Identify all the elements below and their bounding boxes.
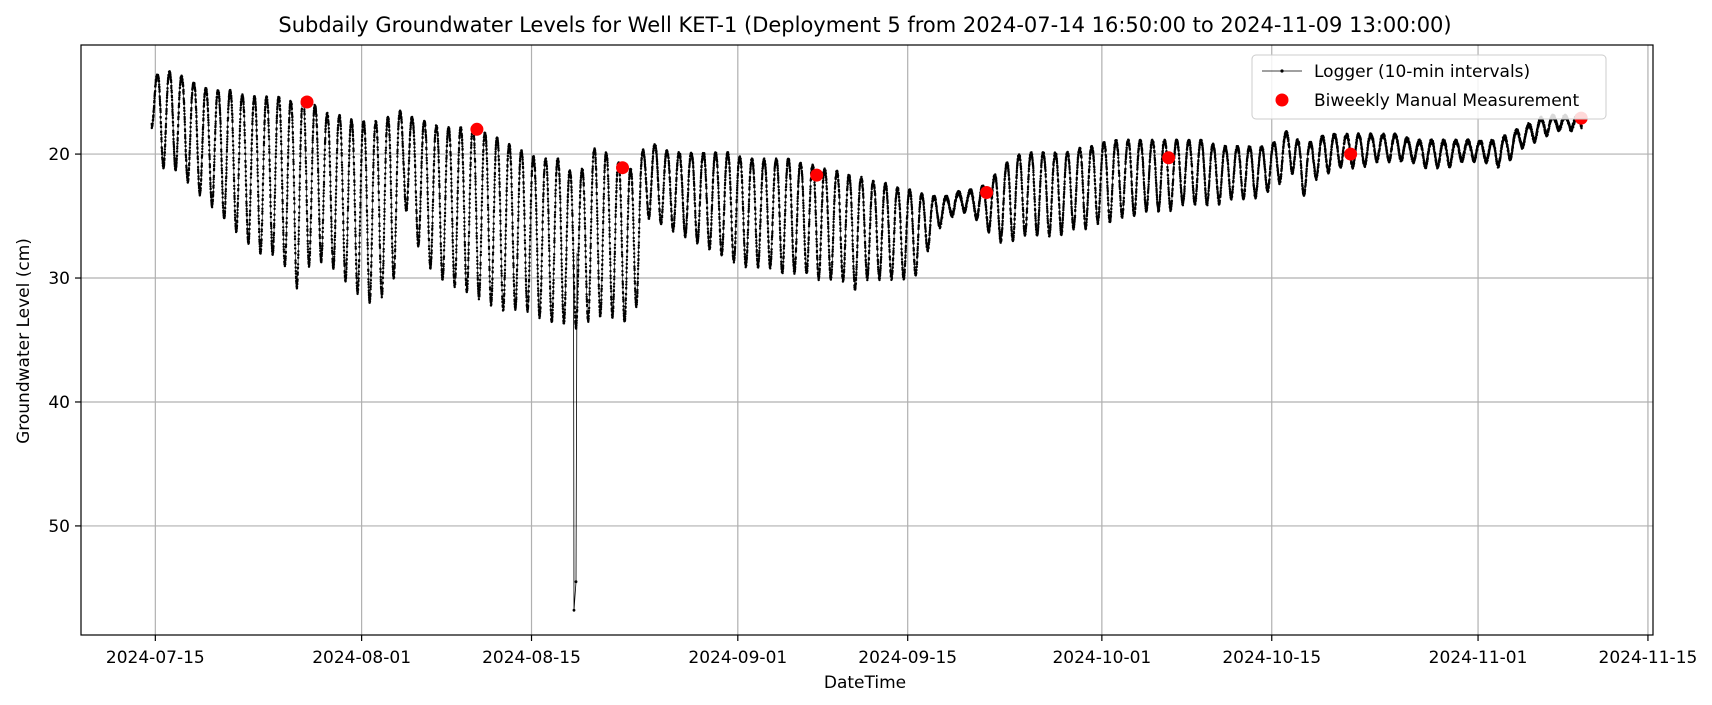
legend-logger-marker — [1280, 69, 1284, 73]
x-tick-label: 2024-08-01 — [312, 648, 411, 668]
plot-area — [150, 70, 1588, 612]
y-tick-label: 30 — [48, 269, 70, 289]
axes-frame — [80, 44, 1654, 636]
y-axis: 20 30 40 50 — [48, 145, 81, 537]
y-tick-label: 50 — [48, 517, 70, 537]
x-axis-label: DateTime — [824, 673, 906, 693]
x-axis: 2024-07-15 2024-08-01 2024-08-15 2024-09-01… — [106, 635, 1697, 668]
x-tick-label: 2024-09-01 — [688, 648, 787, 668]
manual-measurement-point — [810, 168, 824, 182]
y-tick-label: 20 — [48, 145, 70, 165]
legend-manual-label: Biweekly Manual Measurement — [1314, 91, 1579, 111]
manual-measurement-point — [470, 122, 484, 136]
manual-measurement-point — [1344, 147, 1358, 161]
logger-anomaly-spike — [573, 252, 578, 611]
x-tick-label: 2024-09-15 — [858, 648, 957, 668]
y-tick-label: 40 — [48, 393, 70, 413]
logger-anomaly-point — [574, 580, 578, 584]
x-tick-label: 2024-11-15 — [1599, 648, 1698, 668]
logger-anomaly-point — [572, 608, 576, 612]
legend-logger-label: Logger (10-min intervals) — [1314, 62, 1530, 82]
legend-manual-marker — [1275, 93, 1289, 107]
manual-measurement-point — [616, 161, 630, 175]
manual-measurement-point — [980, 186, 994, 199]
x-tick-label: 2024-07-15 — [106, 648, 205, 668]
legend: Logger (10-min intervals) Biweekly Manua… — [1251, 54, 1607, 120]
legend-box — [1251, 54, 1607, 120]
x-tick-label: 2024-10-01 — [1052, 648, 1151, 668]
y-axis-label: Groundwater Level (cm) — [14, 238, 34, 444]
x-tick-label: 2024-10-15 — [1222, 648, 1321, 668]
manual-measurement-point — [1162, 151, 1176, 165]
manual-measurement-point — [300, 95, 314, 109]
chart-title: Subdaily Groundwater Levels for Well KET… — [278, 13, 1451, 37]
logger-series-markers — [150, 70, 1583, 330]
x-tick-label: 2024-08-15 — [482, 648, 581, 668]
x-tick-label: 2024-11-01 — [1429, 648, 1528, 668]
